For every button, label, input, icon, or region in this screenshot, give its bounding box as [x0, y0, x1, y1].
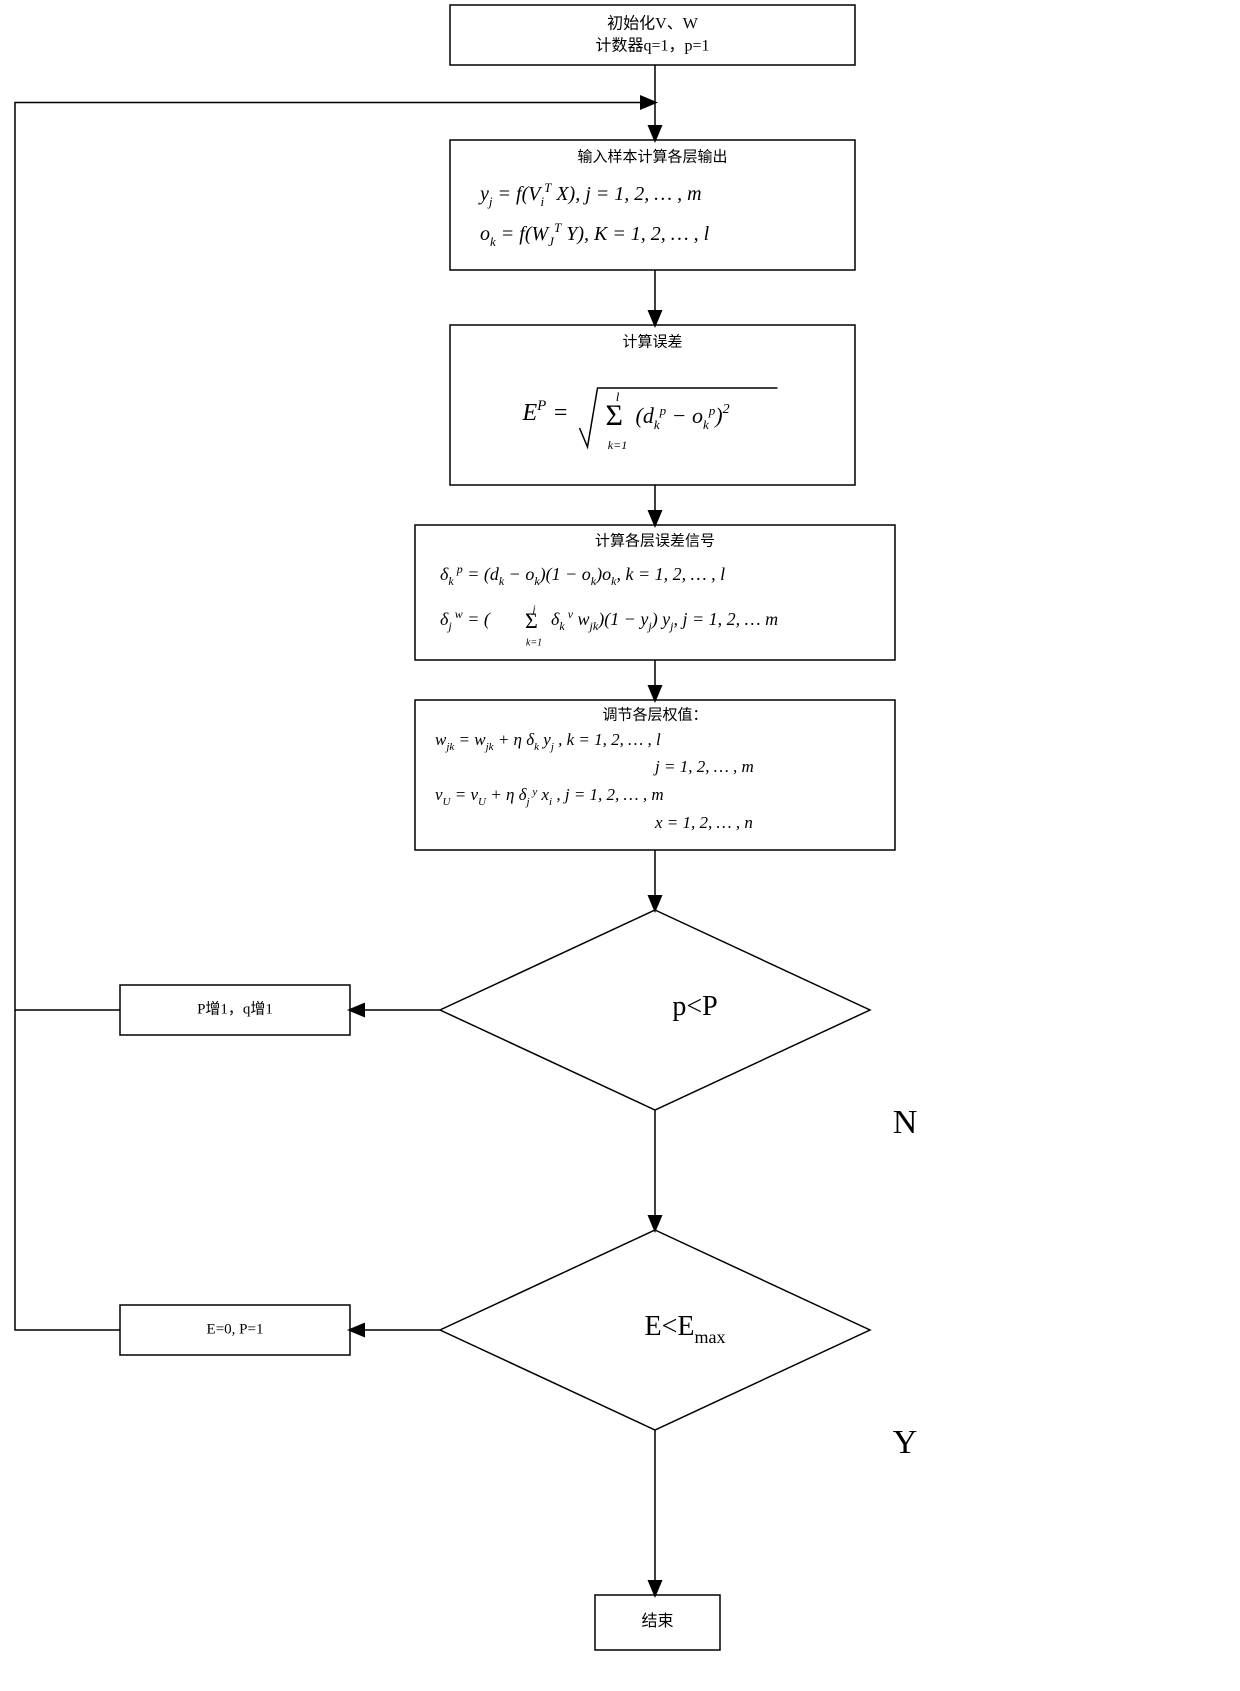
svg-text:计算误差: 计算误差	[622, 332, 682, 350]
svg-text:Σ: Σ	[525, 608, 538, 633]
svg-text:x = 1, 2, … , n: x = 1, 2, … , n	[654, 813, 753, 832]
svg-text:输入样本计算各层输出: 输入样本计算各层输出	[577, 147, 727, 165]
node-decision-pP	[440, 910, 870, 1110]
svg-text:p<P: p<P	[672, 991, 717, 1022]
svg-text:计数器q=1，p=1: 计数器q=1，p=1	[595, 37, 709, 55]
svg-text:结束: 结束	[641, 1612, 673, 1630]
svg-text:E=0, P=1: E=0, P=1	[207, 1321, 264, 1337]
svg-text:P增1，q增1: P增1，q增1	[197, 1000, 273, 1017]
svg-text:调节各层权值：: 调节各层权值：	[602, 706, 707, 723]
svg-text:k=1: k=1	[608, 438, 627, 452]
svg-text:Y: Y	[893, 1424, 918, 1461]
svg-text:yj = f(ViT X), j = 1, 2, … , m: yj = f(ViT X), j = 1, 2, … , m	[478, 180, 702, 209]
svg-text:l: l	[616, 389, 620, 404]
svg-text:(dkp − okp)2: (dkp − okp)2	[636, 402, 730, 432]
svg-text:初始化V、W: 初始化V、W	[607, 15, 699, 33]
svg-text:计算各层误差信号: 计算各层误差信号	[595, 531, 715, 549]
svg-text:Σ: Σ	[606, 399, 623, 432]
svg-text:ok = f(WJT Y), K = 1, 2, … , l: ok = f(WJT Y), K = 1, 2, … , l	[480, 220, 710, 249]
node-init	[450, 5, 855, 65]
svg-text:j = 1, 2, … , m: j = 1, 2, … , m	[653, 757, 754, 776]
svg-text:N: N	[893, 1104, 918, 1141]
svg-text:k=1: k=1	[526, 637, 542, 648]
